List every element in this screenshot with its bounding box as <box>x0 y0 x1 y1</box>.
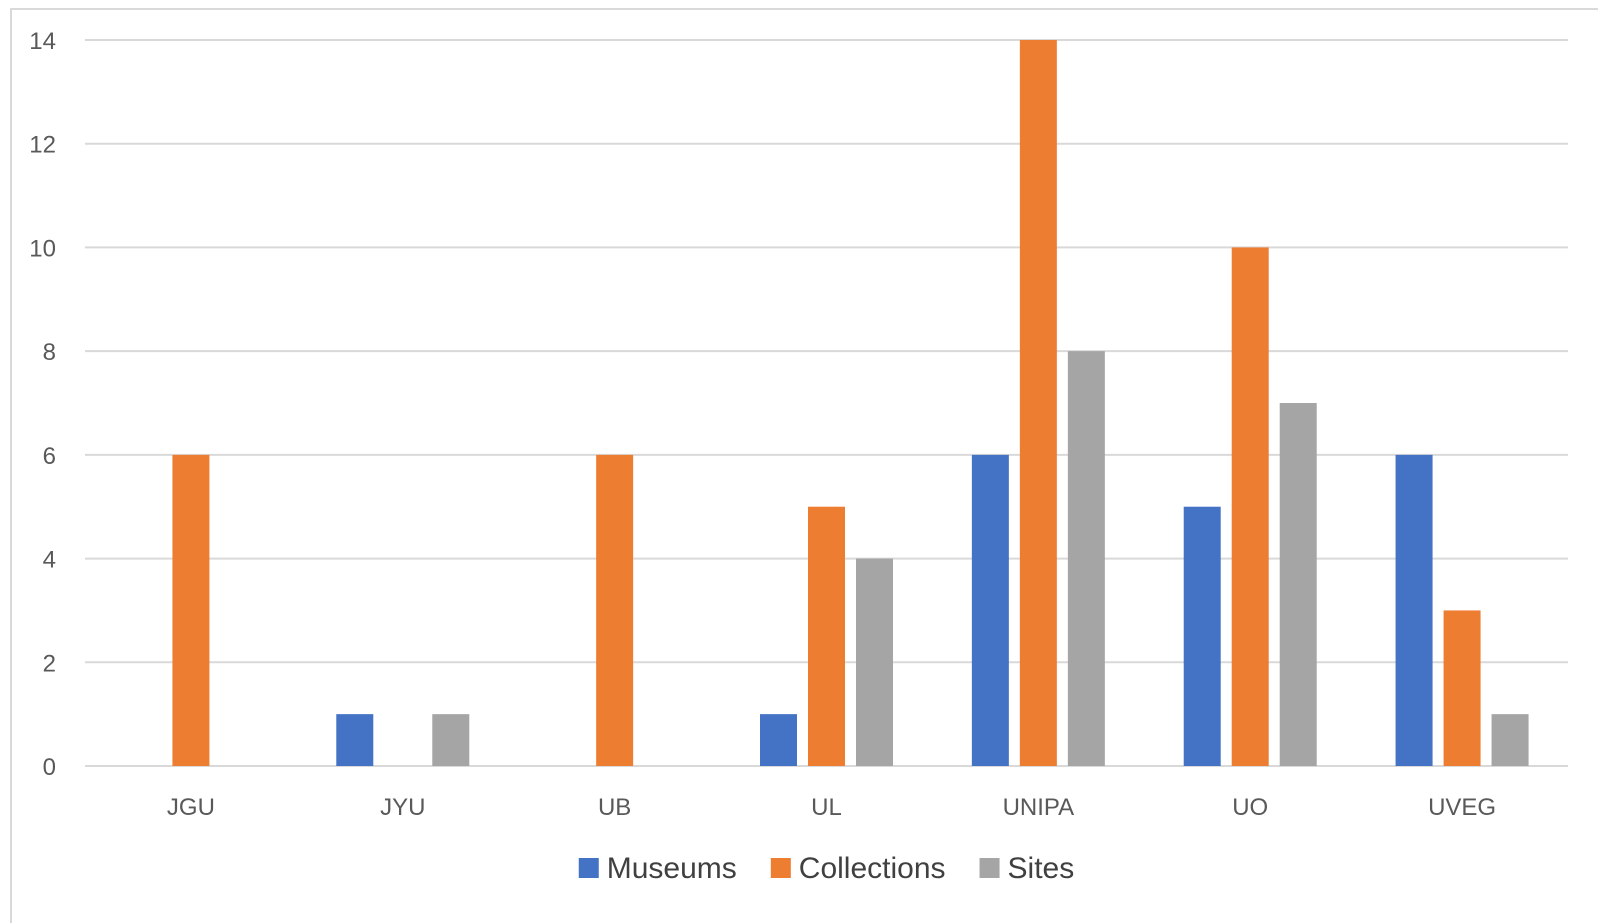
bar-museums-unipa <box>971 454 1009 766</box>
x-tick-label: JGU <box>167 794 215 821</box>
y-tick-label: 8 <box>43 339 56 366</box>
x-tick-label: JYU <box>380 794 425 821</box>
bar-collections-ul <box>808 506 845 766</box>
x-tick-label: UO <box>1232 794 1268 821</box>
legend-swatch-sites <box>979 858 1000 878</box>
bar-museums-uveg <box>1395 454 1433 766</box>
y-tick-label: 2 <box>43 650 56 677</box>
bar-collections-uveg <box>1443 610 1481 766</box>
x-tick-label: UL <box>811 794 842 821</box>
chart-frame <box>10 8 1598 923</box>
legend-swatch-museums <box>578 858 599 878</box>
bar-museums-ul <box>760 714 797 766</box>
legend-label-museums: Museums <box>607 852 737 885</box>
y-tick-label: 6 <box>43 443 56 470</box>
y-tick-label: 10 <box>29 235 56 262</box>
x-tick-label: UB <box>598 794 631 821</box>
bar-sites-unipa <box>1067 351 1105 766</box>
bar-sites-ul <box>856 558 893 766</box>
y-tick-label: 12 <box>29 132 56 159</box>
y-axis-ticks: 0 2 4 6 8 10 12 14 <box>29 28 56 781</box>
bars <box>172 40 1529 766</box>
y-tick-label: 14 <box>29 28 56 55</box>
bar-museums-uo <box>1183 506 1221 766</box>
y-tick-label: 4 <box>43 547 56 574</box>
y-tick-label: 0 <box>43 754 56 781</box>
legend: Museums Collections Sites <box>578 852 1075 885</box>
bar-collections-unipa <box>1019 40 1057 766</box>
legend-swatch-collections <box>770 858 791 878</box>
bar-collections-jgu <box>172 454 210 766</box>
bar-museums-jyu <box>336 714 374 766</box>
legend-label-collections: Collections <box>799 852 946 885</box>
bar-sites-uveg <box>1491 714 1529 766</box>
legend-label-sites: Sites <box>1008 852 1075 885</box>
bar-sites-uo <box>1279 403 1317 766</box>
x-tick-label: UNIPA <box>1003 794 1075 821</box>
bar-collections-ub <box>596 454 634 766</box>
bar-sites-jyu <box>432 714 470 766</box>
bar-collections-uo <box>1231 247 1269 766</box>
x-axis-ticks: JGU JYU UB UL UNIPA UO UVEG <box>167 794 1496 821</box>
x-tick-label: UVEG <box>1428 794 1496 821</box>
